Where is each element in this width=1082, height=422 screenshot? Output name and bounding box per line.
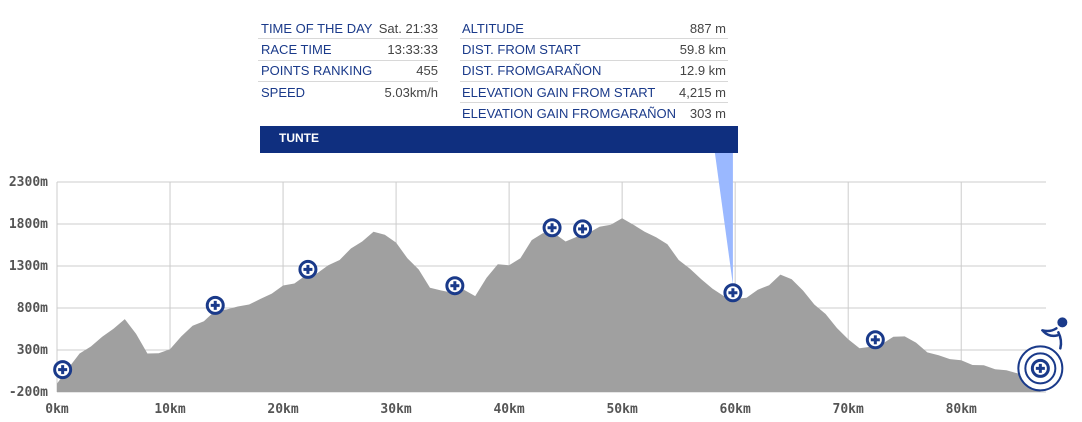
markers (53, 218, 1064, 392)
info-row-elev-gain-start: ELEVATION GAIN FROM START 4,215 m (460, 82, 728, 104)
info-row-speed: SPEED 5.03km/h (258, 82, 438, 103)
x-tick-label: 10km (154, 402, 185, 417)
y-tick-label: 800m (17, 301, 48, 316)
checkpoint-marker (205, 295, 225, 315)
info-value: 887 m (689, 20, 726, 36)
y-tick-label: 1800m (9, 217, 48, 232)
info-value: 455 (416, 63, 438, 79)
info-label: ELEVATION GAIN FROMGARAÑON (462, 106, 677, 122)
x-tick-label: 20km (267, 402, 298, 417)
info-label: DIST. FROM START (462, 41, 581, 57)
race-info-table: TIME OF THE DAY Sat. 21:33 RACE TIME 13:… (258, 18, 438, 103)
plus-icon (581, 224, 585, 234)
info-value: 303 m (689, 106, 726, 122)
x-tick-label: 30km (380, 402, 411, 417)
info-row-altitude: ALTITUDE 887 m (460, 18, 728, 40)
checkpoint-marker (1017, 345, 1064, 392)
location-bar: TUNTE (260, 126, 738, 153)
checkpoint-marker (723, 283, 743, 303)
x-tick-label: 70km (833, 402, 864, 417)
axis-labels: -200m 300m 800m 1300m 1800m 2300m 0km 10km 20km 3… (9, 175, 977, 417)
location-name: TUNTE (279, 131, 319, 145)
info-value: 13:33:33 (387, 41, 438, 57)
info-value: 4,215 m (679, 84, 726, 100)
x-tick-label: 0km (45, 402, 69, 417)
plus-icon (550, 223, 554, 233)
info-label: RACE TIME (261, 41, 332, 57)
runner-icon-group (1041, 317, 1068, 350)
info-value: 12.9 km (679, 63, 726, 79)
info-row-race-time: RACE TIME 13:33:33 (258, 39, 438, 61)
info-value: 5.03km/h (384, 85, 438, 101)
y-tick-label: -200m (9, 385, 48, 400)
info-row-dist-from-checkpoint: DIST. FROMGARAÑON 12.9 km (460, 61, 728, 82)
info-row-elev-gain-checkpoint: ELEVATION GAIN FROMGARAÑON 303 m (460, 103, 728, 124)
plus-icon (213, 300, 217, 310)
y-tick-label: 300m (17, 343, 48, 358)
info-label: DIST. FROMGARAÑON (462, 63, 602, 79)
x-tick-label: 50km (606, 402, 637, 417)
info-label: SPEED (261, 85, 306, 101)
plus-icon (873, 335, 877, 345)
plus-icon (453, 281, 457, 291)
position-info-table: ALTITUDE 887 m DIST. FROM START 59.8 km … (460, 18, 728, 124)
x-tick-label: 40km (493, 402, 524, 417)
info-value: Sat. 21:33 (378, 20, 438, 36)
checkpoint-marker (573, 219, 593, 239)
info-label: POINTS RANKING (261, 63, 373, 79)
current-position-pointer (714, 126, 733, 285)
info-row-dist-from-start: DIST. FROM START 59.8 km (460, 39, 728, 61)
info-value: 59.8 km (679, 41, 726, 57)
elevation-profile (57, 218, 1041, 392)
plus-icon (61, 365, 65, 375)
plus-icon (1038, 363, 1042, 373)
x-tick-label: 80km (946, 402, 977, 417)
checkpoint-marker (298, 259, 318, 279)
runner-icon (1041, 327, 1063, 350)
info-label: ALTITUDE (462, 20, 524, 36)
checkpoint-marker (53, 360, 73, 380)
info-row-points-ranking: POINTS RANKING 455 (258, 61, 438, 82)
pointer (714, 126, 733, 285)
plus-icon (306, 264, 310, 274)
checkpoint-marker (542, 218, 562, 238)
runner-icon-head (1057, 317, 1068, 328)
info-label: TIME OF THE DAY (261, 20, 373, 36)
y-tick-label: 2300m (9, 175, 48, 190)
info-label: ELEVATION GAIN FROM START (462, 84, 656, 100)
profile-area (57, 218, 1041, 392)
plus-icon (731, 288, 735, 298)
info-row-time-of-day: TIME OF THE DAY Sat. 21:33 (258, 18, 438, 40)
checkpoint-marker (445, 276, 465, 296)
checkpoint-marker (865, 330, 885, 350)
x-tick-label: 60km (720, 402, 751, 417)
y-tick-label: 1300m (9, 259, 48, 274)
